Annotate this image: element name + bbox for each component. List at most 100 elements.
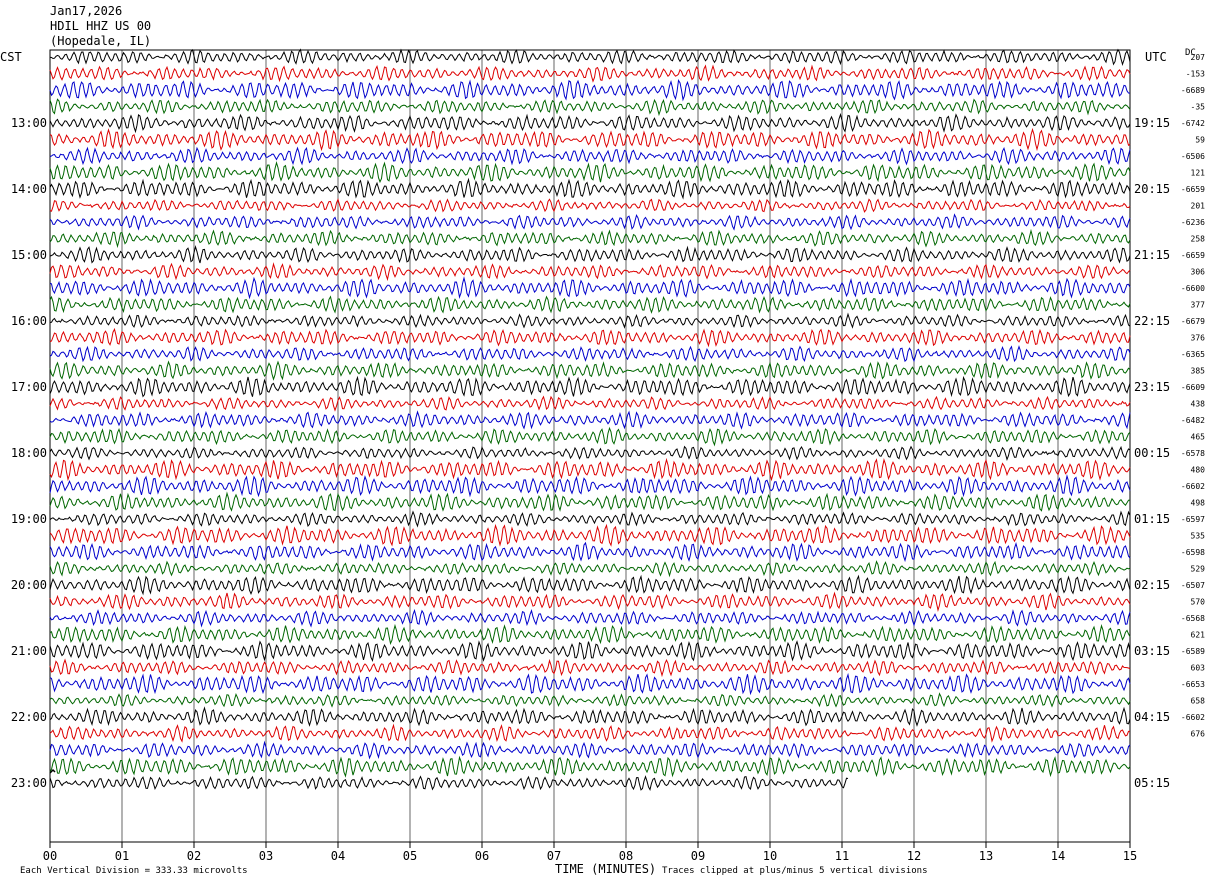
- dc-offset-label: -35: [1191, 103, 1206, 112]
- seismic-trace: [49, 64, 1131, 83]
- utc-hour-label: 03:15: [1134, 644, 1170, 658]
- dc-offset-label: -6568: [1181, 614, 1205, 623]
- seismic-trace: [49, 312, 1131, 329]
- seismic-trace: [49, 591, 1131, 612]
- seismic-trace: [49, 640, 1131, 663]
- seismic-trace: [49, 48, 1131, 67]
- trace-start-mark: [49, 768, 56, 774]
- seismic-trace: [49, 78, 1131, 102]
- dc-offset-label: 376: [1191, 334, 1206, 343]
- dc-offset-label: -6609: [1181, 383, 1205, 392]
- seismic-trace: [49, 146, 1131, 166]
- cst-hour-label: 16:00: [11, 314, 47, 328]
- dc-offset-label: -6507: [1181, 581, 1205, 590]
- dc-offset-label: -6689: [1181, 86, 1205, 95]
- seismic-trace: [49, 262, 1131, 282]
- dc-offset-label: -6365: [1181, 350, 1205, 359]
- x-tick-label: 01: [115, 849, 129, 863]
- seismic-trace: [49, 177, 1131, 200]
- x-tick-label: 05: [403, 849, 417, 863]
- dc-offset-label: -6679: [1181, 317, 1205, 326]
- dc-offset-label: 377: [1191, 301, 1206, 310]
- cst-hour-label: 18:00: [11, 446, 47, 460]
- seismic-trace: [49, 457, 1131, 482]
- seismic-trace: [49, 658, 1131, 678]
- x-tick-label: 13: [979, 849, 993, 863]
- plot-frame: [49, 49, 1131, 843]
- cst-hour-label: 15:00: [11, 248, 47, 262]
- dc-offset-label: 480: [1191, 466, 1206, 475]
- dc-offset-label: 535: [1191, 532, 1206, 541]
- dc-offset-label: -6742: [1181, 119, 1205, 128]
- dc-offset-label: -153: [1186, 70, 1205, 79]
- seismic-trace: [49, 160, 1131, 184]
- dc-offset-label: -6578: [1181, 449, 1205, 458]
- dc-offset-label: 438: [1191, 400, 1206, 409]
- utc-hour-label: 04:15: [1134, 710, 1170, 724]
- dc-offset-label: 570: [1191, 598, 1206, 607]
- utc-hour-label: 05:15: [1134, 776, 1170, 790]
- seismic-trace: [49, 623, 1131, 646]
- seismic-trace: [49, 560, 1131, 578]
- x-tick-label: 07: [547, 849, 561, 863]
- seismic-trace: [49, 445, 1131, 461]
- seismic-trace: [49, 491, 1131, 512]
- cst-hour-label: 21:00: [11, 644, 47, 658]
- cst-hour-label: 17:00: [11, 380, 47, 394]
- dc-offset-label: -6659: [1181, 251, 1205, 260]
- seismic-trace: [49, 692, 1131, 708]
- seismic-trace: [49, 775, 849, 791]
- x-tick-label: 08: [619, 849, 633, 863]
- dc-offset-label: 121: [1191, 169, 1206, 178]
- station-code: HDIL HHZ US 00: [50, 19, 152, 33]
- x-tick-label: 03: [259, 849, 273, 863]
- x-tick-label: 04: [331, 849, 345, 863]
- seismic-trace: [49, 276, 1131, 300]
- seismic-trace: [49, 127, 1131, 152]
- dc-offset-label: -6482: [1181, 416, 1205, 425]
- utc-hour-label: 01:15: [1134, 512, 1170, 526]
- dc-offset-label: 529: [1191, 565, 1206, 574]
- dc-column-title: DC: [1185, 48, 1196, 58]
- seismic-trace: [49, 228, 1131, 249]
- x-tick-label: 02: [187, 849, 201, 863]
- seismic-trace: [49, 345, 1131, 363]
- seismic-trace: [49, 410, 1131, 430]
- seismic-trace: [49, 574, 1131, 596]
- clip-note: Traces clipped at plus/minus 5 vertical …: [662, 866, 928, 876]
- plot-date: Jan17,2026: [50, 4, 123, 18]
- x-tick-label: 14: [1051, 849, 1065, 863]
- cst-hour-label: 14:00: [11, 182, 47, 196]
- dc-offset-label: 465: [1191, 433, 1206, 442]
- dc-offset-label: -6589: [1181, 647, 1205, 656]
- cst-hour-label: 13:00: [11, 116, 47, 130]
- seismic-trace: [49, 98, 1131, 117]
- utc-hour-label: 21:15: [1134, 248, 1170, 262]
- cst-axis-title: CST: [0, 50, 22, 64]
- seismic-trace: [49, 740, 1131, 760]
- seismic-trace: [49, 327, 1131, 348]
- dc-offset-label: 621: [1191, 631, 1206, 640]
- dc-offset-label: 385: [1191, 367, 1206, 376]
- seismic-trace: [49, 375, 1131, 398]
- cst-hour-label: 23:00: [11, 776, 47, 790]
- dc-offset-label: 207: [1191, 53, 1206, 62]
- dc-offset-label: -6236: [1181, 218, 1205, 227]
- station-location: (Hopedale, IL): [50, 34, 152, 48]
- dc-offset-label: 676: [1191, 730, 1206, 739]
- utc-hour-label: 02:15: [1134, 578, 1170, 592]
- seismic-trace: [49, 244, 1131, 264]
- cst-hour-label: 22:00: [11, 710, 47, 724]
- dc-offset-label: -6600: [1181, 284, 1205, 293]
- seismic-trace: [49, 198, 1131, 213]
- seismic-trace: [49, 360, 1131, 381]
- dc-offset-label: 59: [1195, 136, 1205, 145]
- utc-hour-label: 23:15: [1134, 380, 1170, 394]
- x-tick-label: 00: [43, 849, 57, 863]
- utc-hour-label: 20:15: [1134, 182, 1170, 196]
- seismic-trace: [49, 213, 1131, 231]
- seismic-trace: [49, 426, 1131, 447]
- utc-hour-label: 19:15: [1134, 116, 1170, 130]
- x-tick-label: 12: [907, 849, 921, 863]
